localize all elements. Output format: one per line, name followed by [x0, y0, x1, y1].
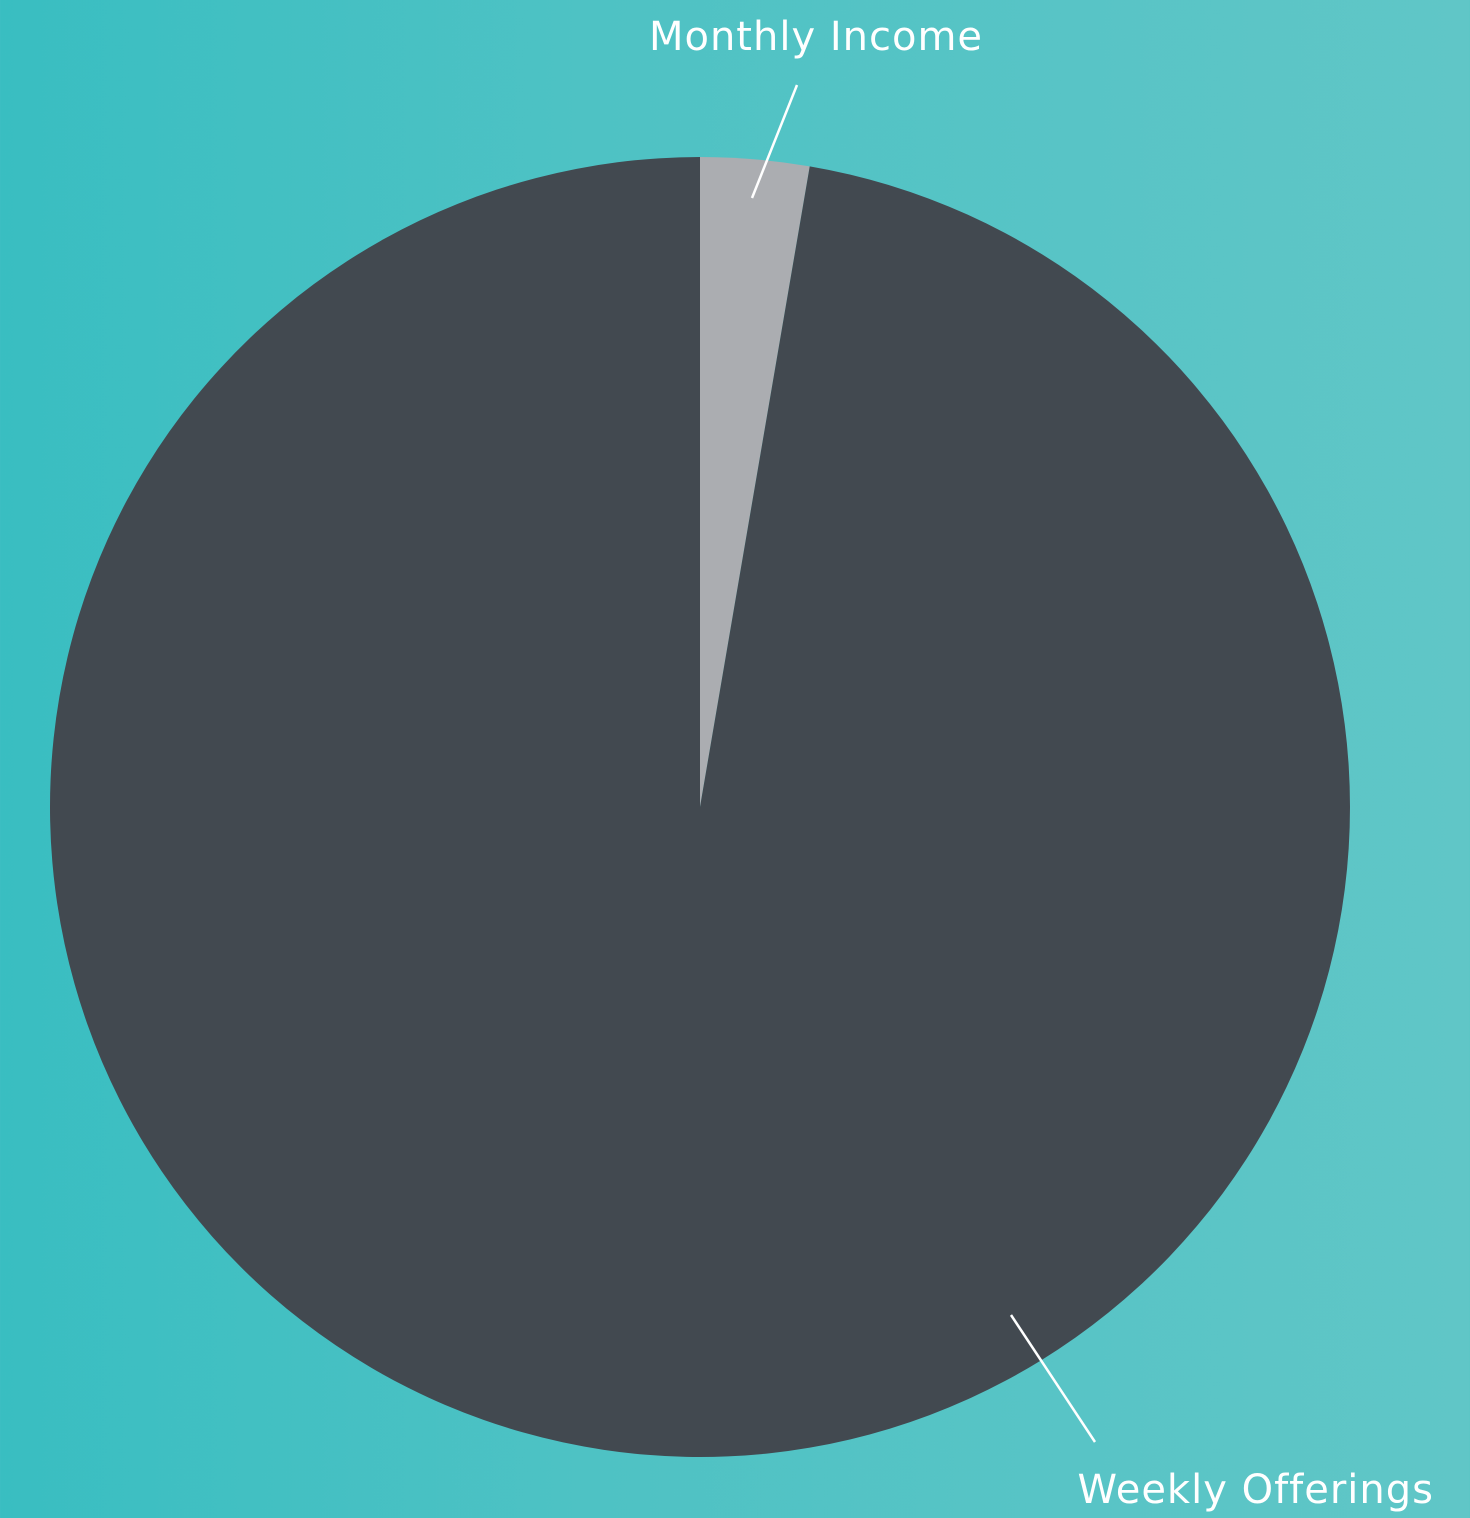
pie-leader-lines [750, 84, 1097, 1443]
pie-slice-weekly-offerings [49, 157, 1350, 1457]
leader-line-weekly-offerings [1009, 1314, 1097, 1443]
slice-label-monthly-income: Monthly Income [649, 14, 983, 60]
pie-labels: Monthly Income Weekly Offerings [649, 14, 1435, 1513]
leader-line-monthly-income [750, 84, 799, 199]
pie-slice-monthly-income [700, 157, 810, 807]
pie-slices [49, 157, 1350, 1457]
slice-label-weekly-offerings: Weekly Offerings [1078, 1467, 1435, 1513]
